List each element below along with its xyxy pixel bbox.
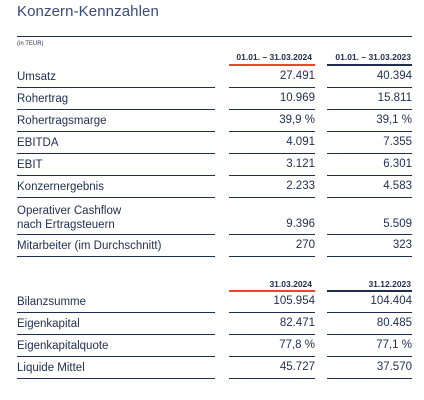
row-divider bbox=[229, 175, 315, 176]
row-label-line2: nach Ertragsteuern bbox=[17, 219, 115, 231]
row-label: Liquide Mittel bbox=[17, 362, 85, 374]
unit-note: (in TEUR) bbox=[17, 41, 44, 47]
row-divider bbox=[229, 131, 315, 132]
row-divider bbox=[17, 87, 215, 88]
row-divider bbox=[229, 197, 315, 198]
row-value-current: 10.969 bbox=[279, 92, 315, 104]
row-divider bbox=[327, 234, 412, 235]
row-value-current: 4.091 bbox=[286, 136, 315, 148]
row-divider bbox=[229, 312, 315, 313]
table-row-bilanzsumme: Bilanzsumme 105.954 104.404 bbox=[17, 291, 412, 313]
row-divider bbox=[327, 175, 412, 176]
row-label: Rohertragsmarge bbox=[17, 115, 107, 127]
row-value-prior: 15.811 bbox=[377, 92, 412, 104]
row-divider bbox=[327, 197, 412, 198]
row-divider bbox=[17, 256, 215, 257]
col-header-current-period: 01.01. – 31.03.2024 bbox=[236, 52, 312, 62]
table-row-mitarbeiter: Mitarbeiter (im Durchschnitt) 270 323 bbox=[17, 235, 412, 257]
table-row-rohertrag: Rohertrag 10.969 15.811 bbox=[17, 88, 412, 110]
row-label: Bilanzsumme bbox=[17, 296, 87, 308]
row-divider bbox=[17, 312, 215, 313]
row-divider bbox=[17, 131, 215, 132]
row-value-prior: 37.570 bbox=[376, 361, 412, 373]
table-row-eigenkapitalquote: Eigenkapitalquote 77,8 % 77,1 % bbox=[17, 335, 412, 357]
row-value-current: 270 bbox=[295, 239, 315, 251]
row-divider bbox=[229, 334, 315, 335]
row-label: Operativer Cashflow bbox=[17, 205, 122, 217]
row-divider bbox=[17, 109, 215, 110]
row-divider bbox=[229, 356, 315, 357]
row-divider bbox=[17, 378, 215, 379]
table-row-liquide-mittel: Liquide Mittel 45.727 37.570 bbox=[17, 357, 412, 379]
row-value-prior: 5.509 bbox=[383, 218, 412, 230]
row-divider bbox=[327, 87, 412, 88]
table-row-operativer-cashflow: Operativer Cashflow nach Ertragsteuern 9… bbox=[17, 198, 412, 235]
row-divider bbox=[327, 334, 412, 335]
row-divider bbox=[17, 153, 215, 154]
row-divider bbox=[17, 197, 215, 198]
header-divider bbox=[17, 36, 412, 37]
row-divider bbox=[17, 334, 215, 335]
row-label: Umsatz bbox=[17, 71, 56, 83]
row-value-current: 45.727 bbox=[279, 361, 315, 373]
row-divider bbox=[327, 109, 412, 110]
row-value-prior: 7.355 bbox=[383, 136, 412, 148]
row-divider bbox=[327, 256, 412, 257]
row-value-current: 9.396 bbox=[286, 218, 315, 230]
row-value-prior: 6.301 bbox=[383, 158, 412, 170]
row-divider bbox=[17, 234, 215, 235]
balance-prior-accent-line bbox=[327, 290, 412, 292]
row-divider bbox=[229, 87, 315, 88]
row-divider bbox=[229, 234, 315, 235]
row-divider bbox=[229, 109, 315, 110]
row-value-current: 27.491 bbox=[279, 70, 315, 82]
row-label: Eigenkapitalquote bbox=[17, 340, 109, 352]
row-divider bbox=[327, 131, 412, 132]
col-header-balance-current: 31.03.2024 bbox=[269, 279, 312, 289]
row-value-prior: 80.485 bbox=[376, 317, 412, 329]
row-divider bbox=[229, 153, 315, 154]
row-divider bbox=[229, 378, 315, 379]
row-value-prior: 323 bbox=[392, 239, 412, 251]
table-row-ebit: EBIT 3.121 6.301 bbox=[17, 154, 412, 176]
row-label: Rohertrag bbox=[17, 93, 69, 105]
row-value-prior: 4.583 bbox=[383, 180, 412, 192]
row-value-current: 39,9 % bbox=[279, 114, 315, 126]
row-value-current: 3.121 bbox=[286, 158, 315, 170]
row-label: Mitarbeiter (im Durchschnitt) bbox=[17, 240, 162, 252]
row-value-current: 2.233 bbox=[286, 180, 315, 192]
table-row-konzernergebnis: Konzernergebnis 2.233 4.583 bbox=[17, 176, 412, 198]
row-divider bbox=[17, 175, 215, 176]
prior-period-accent-line bbox=[327, 64, 412, 66]
row-divider bbox=[327, 312, 412, 313]
row-value-prior: 39,1 % bbox=[376, 114, 412, 126]
row-divider bbox=[17, 356, 215, 357]
table-row-umsatz: Umsatz 27.491 40.394 bbox=[17, 66, 412, 88]
row-value-current: 77,8 % bbox=[279, 339, 315, 351]
col-header-balance-prior: 31.12.2023 bbox=[368, 279, 411, 289]
table-row-rohertragsmarge: Rohertragsmarge 39,9 % 39,1 % bbox=[17, 110, 412, 132]
row-value-prior: 77,1 % bbox=[376, 339, 412, 351]
row-divider bbox=[327, 356, 412, 357]
col-header-prior-period: 01.01. – 31.03.2023 bbox=[335, 52, 411, 62]
row-value-current: 105.954 bbox=[273, 295, 315, 307]
row-value-current: 82.471 bbox=[279, 317, 315, 329]
table-row-eigenkapital: Eigenkapital 82.471 80.485 bbox=[17, 313, 412, 335]
row-value-prior: 104.404 bbox=[370, 295, 412, 307]
page-title: Konzern-Kennzahlen bbox=[17, 3, 159, 20]
row-divider bbox=[327, 153, 412, 154]
row-label: Konzernergebnis bbox=[17, 181, 104, 193]
row-value-prior: 40.394 bbox=[376, 70, 412, 82]
row-label: EBIT bbox=[17, 159, 43, 171]
row-divider bbox=[229, 256, 315, 257]
balance-current-accent-line bbox=[229, 290, 315, 292]
row-label: EBITDA bbox=[17, 137, 59, 149]
row-label: Eigenkapital bbox=[17, 318, 80, 330]
row-divider bbox=[327, 378, 412, 379]
table-row-ebitda: EBITDA 4.091 7.355 bbox=[17, 132, 412, 154]
current-period-accent-line bbox=[229, 64, 315, 66]
